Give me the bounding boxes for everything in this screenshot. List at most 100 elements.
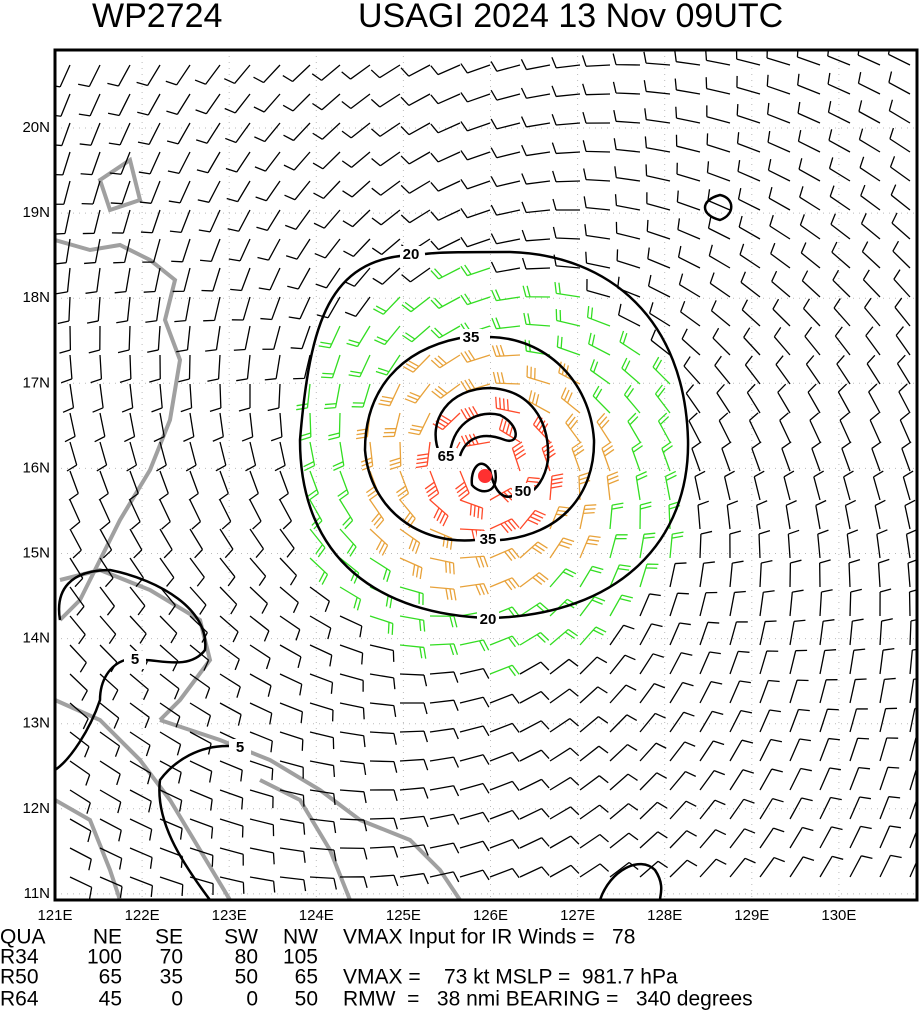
wind-barb [729, 709, 753, 733]
wind-barb [681, 328, 701, 356]
wind-barb [69, 615, 86, 645]
wind-barb [674, 50, 701, 66]
wind-barb [218, 470, 229, 501]
wind-barb [400, 209, 431, 224]
wind-barb [876, 529, 888, 559]
wind-barb [677, 245, 701, 269]
wind-barb [639, 742, 667, 762]
wind-barb [699, 799, 726, 820]
wind-barb [519, 631, 550, 646]
wind-barb [699, 651, 721, 675]
wind-barb [766, 50, 791, 66]
wind-barb [759, 797, 784, 820]
wind-barb [224, 93, 251, 114]
wind-barb [156, 441, 167, 472]
wind-barb [309, 731, 335, 750]
wind-barb [260, 296, 281, 321]
wind-barb [253, 64, 281, 84]
wind-barb [759, 620, 777, 646]
wind-barb [189, 673, 211, 699]
wind-barb [324, 383, 341, 410]
table-cell: NE [93, 926, 122, 949]
wind-barb [430, 93, 461, 105]
wind-barb [609, 832, 639, 849]
wind-barb [267, 383, 281, 412]
wind-barb [198, 209, 221, 233]
wind-barb [107, 64, 131, 87]
wind-barb [678, 273, 701, 298]
wind-barb [879, 854, 902, 878]
wind-barb [399, 730, 429, 743]
wind-barb [430, 238, 461, 251]
wind-barb [369, 760, 398, 773]
map-area [55, 50, 917, 900]
wind-barb [285, 238, 311, 260]
lat-label: 15N [22, 544, 50, 561]
wind-barb [579, 565, 604, 588]
wind-barb [829, 185, 851, 211]
wind-barb [892, 240, 911, 269]
wind-barb [899, 412, 911, 443]
wind-barb [621, 357, 641, 385]
wind-barb [520, 59, 551, 71]
wind-barb [245, 441, 257, 472]
wind-barb [140, 209, 161, 234]
wind-barb [726, 500, 739, 530]
wind-barb [879, 707, 898, 733]
wind-barb [609, 502, 624, 530]
wind-barb [519, 720, 550, 733]
wind-barb [797, 101, 821, 124]
wind-barb [459, 499, 484, 520]
wind-barb [827, 72, 851, 95]
wind-barb [371, 180, 401, 196]
wind-barb [415, 441, 431, 469]
wind-barb [805, 355, 821, 385]
wind-barb [139, 180, 161, 204]
wind-barb [455, 470, 470, 501]
wind-barb [429, 557, 455, 575]
wind-barb [643, 80, 671, 95]
wind-barb [339, 499, 354, 530]
wind-barb [699, 681, 723, 704]
wind-barb [771, 270, 791, 298]
storm-id: WP2724 [92, 0, 222, 35]
wind-barb [767, 158, 791, 182]
wind-barb [787, 529, 800, 559]
wind-barb [819, 649, 837, 675]
wind-barb [339, 702, 365, 720]
wind-barb [430, 354, 461, 369]
wind-barb [342, 209, 371, 228]
table-cell: 70 [160, 946, 183, 969]
wind-barb [249, 644, 271, 670]
wind-barb [226, 180, 251, 203]
wind-barb [549, 658, 579, 675]
wind-barb [552, 226, 581, 240]
wind-barb [159, 702, 181, 728]
wind-barb [809, 412, 821, 443]
wind-barb [521, 257, 551, 270]
wind-barb [849, 588, 862, 617]
wind-barb [797, 73, 821, 95]
wind-barb [129, 876, 154, 898]
lon-label: 124E [299, 907, 334, 924]
wind-barb [699, 858, 727, 878]
table-cell: NW [283, 926, 318, 949]
wind-barb [328, 412, 341, 441]
wind-barb [282, 64, 311, 83]
wind-barb [699, 621, 720, 646]
wind-barb [59, 325, 72, 354]
wind-barb [459, 555, 489, 568]
wind-barb [279, 818, 306, 835]
wind-barb [249, 557, 267, 587]
wind-barb [378, 383, 401, 407]
wind-barb [789, 649, 808, 675]
wind-barb [909, 859, 917, 878]
wind-barb [429, 842, 460, 854]
wind-barb [129, 528, 143, 559]
wind-barb [99, 760, 121, 786]
wind-barb [777, 383, 791, 414]
wind-barb [644, 108, 671, 124]
wind-barb [789, 826, 814, 849]
wind-barb [492, 371, 521, 385]
wind-barb [549, 628, 579, 646]
